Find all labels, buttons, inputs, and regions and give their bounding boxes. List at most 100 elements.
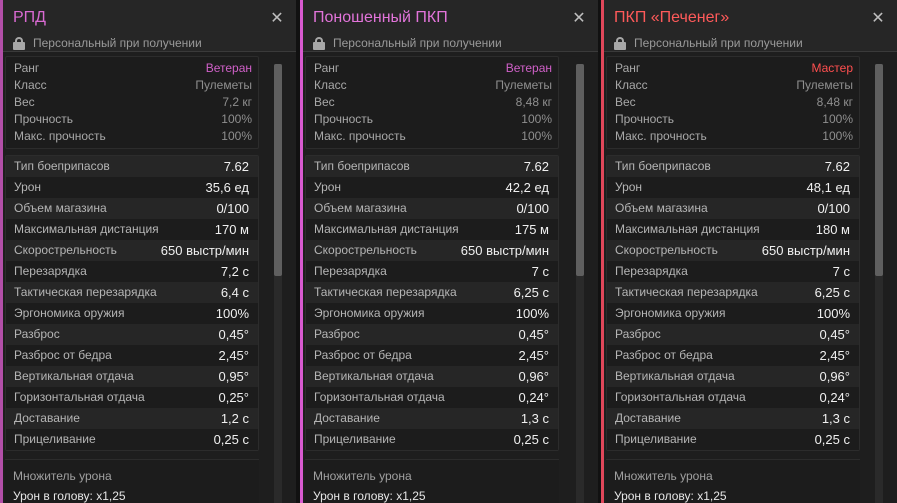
- stat-key: Разброс от бедра: [314, 348, 412, 362]
- stat-row: Прицеливание 0,25 с: [6, 429, 258, 450]
- stat-row: Эргономика оружия 100%: [6, 303, 258, 324]
- card-header: РПД ✕ Персональный при получении: [3, 0, 296, 52]
- general-row: Прочность 100%: [615, 111, 853, 128]
- binding-label: Персональный при получении: [33, 36, 202, 50]
- general-section: Ранг Мастер Класс Пулеметы Вес 8,48 кг Проч…: [606, 56, 860, 149]
- scrollbar[interactable]: [576, 64, 584, 503]
- close-icon[interactable]: ✕: [871, 10, 885, 27]
- general-key: Вес: [314, 95, 335, 109]
- stats-column: Ранг Мастер Класс Пулеметы Вес 8,48 кг Проч…: [606, 56, 860, 503]
- stat-value: 0,24°: [819, 390, 850, 405]
- scrollbar[interactable]: [875, 64, 883, 503]
- stat-value: 6,25 с: [814, 285, 850, 300]
- stat-value: 0,45°: [819, 327, 850, 342]
- stat-key: Тактическая перезарядка: [314, 285, 457, 299]
- stat-row: Перезарядка 7,2 с: [6, 261, 258, 282]
- card-content: Ранг Ветеран Класс Пулеметы Вес 8,48 кг Про…: [303, 56, 598, 503]
- general-key: Класс: [314, 78, 347, 92]
- stat-value: 7.62: [824, 159, 850, 174]
- stat-row: Прицеливание 0,25 с: [306, 429, 558, 450]
- binding-status: Персональный при получении: [13, 36, 286, 50]
- stat-row: Скорострельность 650 выстр/мин: [306, 240, 558, 261]
- stat-value: 6,25 с: [513, 285, 549, 300]
- multiplier-value: Урон в голову: x1,25: [13, 489, 126, 503]
- stat-row: Доставание 1,3 с: [607, 408, 859, 429]
- stat-key: Прицеливание: [314, 432, 396, 446]
- item-title: РПД: [13, 9, 47, 26]
- general-row: Ранг Ветеран: [314, 60, 552, 77]
- stat-row: Эргономика оружия 100%: [306, 303, 558, 324]
- stat-row: Максимальная дистанция 175 м: [306, 219, 558, 240]
- stat-key: Эргономика оружия: [14, 306, 125, 320]
- stat-key: Урон: [615, 180, 643, 194]
- general-value: 100%: [521, 129, 552, 143]
- general-value: 100%: [221, 112, 252, 126]
- stat-value: 0,96°: [518, 369, 549, 384]
- card-header: ПКП «Печенег» ✕ Персональный при получен…: [604, 0, 897, 52]
- stat-row: Разброс от бедра 2,45°: [306, 345, 558, 366]
- stat-row: Перезарядка 7 с: [306, 261, 558, 282]
- general-section: Ранг Ветеран Класс Пулеметы Вес 8,48 кг Про…: [305, 56, 559, 149]
- stat-value: 1,3 с: [821, 411, 850, 426]
- stat-row: Горизонтальная отдача 0,24°: [607, 387, 859, 408]
- stat-key: Тип боеприпасов: [14, 159, 110, 173]
- stat-row: Тактическая перезарядка 6,25 с: [607, 282, 859, 303]
- stat-value: 7 с: [531, 264, 549, 279]
- stat-value: 1,3 с: [520, 411, 549, 426]
- lock-icon: [313, 36, 325, 50]
- stat-key: Тип боеприпасов: [615, 159, 711, 173]
- rank-value: Мастер: [811, 61, 853, 75]
- stat-key: Объем магазина: [14, 201, 107, 215]
- general-key: Прочность: [14, 112, 74, 126]
- stats-section: Тип боеприпасов 7.62 Урон 48,1 ед Объем ма…: [606, 155, 860, 451]
- stat-row: Вертикальная отдача 0,96°: [607, 366, 859, 387]
- stat-row: Вертикальная отдача 0,95°: [6, 366, 258, 387]
- damage-multiplier: Множитель урона Урон в голову: x1,25: [606, 459, 860, 503]
- close-icon[interactable]: ✕: [270, 10, 284, 27]
- stat-row: Тип боеприпасов 7.62: [6, 156, 258, 177]
- general-row: Вес 8,48 кг: [314, 94, 552, 111]
- stats-section: Тип боеприпасов 7.62 Урон 35,6 ед Объем ма…: [5, 155, 259, 451]
- scrollbar[interactable]: [274, 64, 282, 503]
- stats-section: Тип боеприпасов 7.62 Урон 42,2 ед Объем ма…: [305, 155, 559, 451]
- general-value: 100%: [822, 129, 853, 143]
- general-row: Вес 7,2 кг: [14, 94, 252, 111]
- general-row: Класс Пулеметы: [314, 77, 552, 94]
- scrollbar-thumb[interactable]: [576, 64, 584, 276]
- stat-value: 175 м: [514, 222, 549, 237]
- scrollbar-thumb[interactable]: [875, 64, 883, 276]
- stat-key: Вертикальная отдача: [314, 369, 434, 383]
- stat-key: Объем магазина: [615, 201, 708, 215]
- stat-row: Тактическая перезарядка 6,4 с: [6, 282, 258, 303]
- general-value: Пулеметы: [796, 78, 853, 92]
- stat-key: Скорострельность: [14, 243, 117, 257]
- damage-multiplier: Множитель урона Урон в голову: x1,25: [305, 459, 559, 503]
- general-row: Прочность 100%: [14, 111, 252, 128]
- close-icon[interactable]: ✕: [572, 10, 586, 27]
- stat-value: 2,45°: [518, 348, 549, 363]
- stat-row: Скорострельность 650 выстр/мин: [6, 240, 258, 261]
- stat-row: Эргономика оружия 100%: [607, 303, 859, 324]
- stat-key: Разброс от бедра: [615, 348, 713, 362]
- stat-key: Тип боеприпасов: [314, 159, 410, 173]
- stat-value: 42,2 ед: [505, 180, 549, 195]
- stat-value: 650 выстр/мин: [460, 243, 549, 258]
- general-key: Прочность: [615, 112, 675, 126]
- stat-value: 650 выстр/мин: [761, 243, 850, 258]
- stat-value: 0,25 с: [213, 432, 249, 447]
- stat-row: Урон 48,1 ед: [607, 177, 859, 198]
- general-value: 8,48 кг: [816, 95, 853, 109]
- stat-row: Перезарядка 7 с: [607, 261, 859, 282]
- item-title: Поношенный ПКП: [313, 9, 448, 26]
- general-row: Класс Пулеметы: [615, 77, 853, 94]
- stat-row: Разброс от бедра 2,45°: [6, 345, 258, 366]
- general-value: Пулеметы: [495, 78, 552, 92]
- stat-value: 0,96°: [819, 369, 850, 384]
- card-content: Ранг Ветеран Класс Пулеметы Вес 7,2 кг Проч…: [3, 56, 296, 503]
- scrollbar-thumb[interactable]: [274, 64, 282, 276]
- stat-value: 0,24°: [518, 390, 549, 405]
- general-key: Макс. прочность: [14, 129, 106, 143]
- stat-value: 0,25 с: [814, 432, 850, 447]
- general-value: 100%: [521, 112, 552, 126]
- stat-row: Разброс от бедра 2,45°: [607, 345, 859, 366]
